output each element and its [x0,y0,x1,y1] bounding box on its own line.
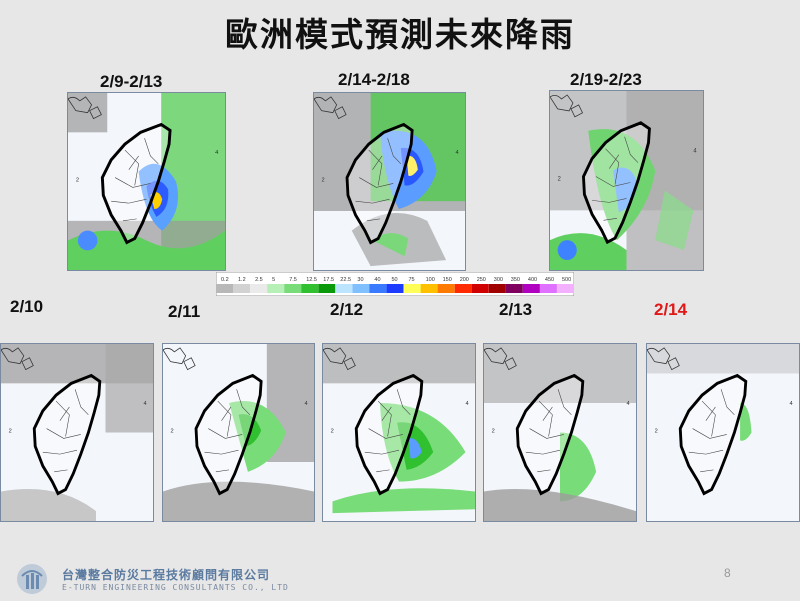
map-label-bottom-5: 2/14 [654,300,688,319]
rainfall-map-top-3: 4 2 [549,90,704,271]
colorbar-tick-label: 150 [443,277,452,283]
colorbar-tick-label: 100 [426,277,435,283]
rainfall-map-svg: 4 2 [163,344,314,521]
colorbar-swatch [386,284,404,293]
colorbar-swatch [522,284,540,293]
rainfall-map-top-2: 4 2 [313,92,466,271]
colorbar-swatch [437,284,455,293]
map-label-bottom-1: 2/10 [10,297,44,316]
rainfall-map-svg: 4 2 [484,344,636,521]
map-label-top-2: 2/14-2/18 [338,70,410,89]
colorbar-tick-label: 22.5 [340,277,351,283]
colorbar-swatch [335,284,353,293]
map-label-bottom-2: 2/11 [168,302,201,321]
colorbar-swatch [284,284,302,293]
map-label-top-1: 2/9-2/13 [100,72,163,91]
svg-text:2: 2 [331,428,334,434]
colorbar-swatch [352,284,370,293]
svg-text:4: 4 [144,401,148,407]
rainfall-colorbar: 0.2 1.2 2.5 5 7.5 12.5 17.5 22.5 30 40 50 75 100 150 2… [215,271,575,297]
company-name-chinese: 台灣整合防災工程技術顧問有限公司 [62,568,271,582]
rainfall-map-svg: 4 2 [68,93,225,270]
colorbar-tick-label: 350 [511,277,520,283]
colorbar-tick-label: 2.5 [255,277,263,283]
colorbar-tick-label: 5 [272,277,275,283]
svg-text:4: 4 [215,150,219,156]
map-label-bottom-3: 2/12 [330,300,364,319]
colorbar-tick-label: 7.5 [289,277,297,283]
colorbar-swatch [403,284,421,293]
colorbar-swatch [471,284,489,293]
colorbar-tick-label: 75 [409,277,415,283]
svg-text:2: 2 [655,428,658,434]
colorbar-swatch [233,284,250,293]
svg-text:4: 4 [693,149,697,155]
svg-text:2: 2 [558,176,561,182]
colorbar-tick-label: 200 [460,277,469,283]
rainfall-map-bottom-1: 4 2 [0,343,154,522]
colorbar-tick-label: 500 [562,277,571,283]
colorbar-tick-label: 12.5 [306,277,317,283]
rainfall-map-svg: 4 2 [647,344,799,521]
svg-text:2: 2 [76,177,79,183]
colorbar-swatch [250,284,268,293]
rainfall-map-svg: 4 2 [323,344,475,521]
colorbar-swatch [488,284,506,293]
colorbar-swatch [557,284,574,293]
colorbar-swatch [267,284,285,293]
rainfall-map-bottom-4: 4 2 [483,343,637,522]
rainfall-map-bottom-2: 4 2 [162,343,315,522]
colorbar-tick-label: 250 [477,277,486,283]
rainfall-map-bottom-5: 4 2 [646,343,800,522]
colorbar-swatch [539,284,557,293]
rainfall-map-svg: 4 2 [550,91,703,270]
svg-text:2: 2 [322,177,325,183]
colorbar-tick-label: 17.5 [323,277,334,283]
map-label-top-3: 2/19-2/23 [570,70,642,89]
rainfall-map-bottom-3: 4 2 [322,343,476,522]
colorbar-swatch [369,284,387,293]
svg-text:2: 2 [492,428,495,434]
svg-text:2: 2 [171,428,174,434]
colorbar-tick-label: 400 [528,277,537,283]
company-name-english: E-TURN ENGINEERING CONSULTANTS CO., LTD [62,583,289,592]
map-label-bottom-4: 2/13 [499,300,533,319]
page-number: 8 [724,566,731,580]
company-logo [14,562,50,596]
rainfall-map-svg: 4 2 [1,344,153,521]
colorbar-swatch [505,284,523,293]
colorbar-tick-label: 0.2 [221,277,229,283]
colorbar-tick-label: 50 [392,277,398,283]
colorbar-tick-label: 1.2 [238,277,246,283]
colorbar-swatch [301,284,319,293]
slide-title: 歐洲模式預測未來降雨 [225,15,575,54]
colorbar-swatch [420,284,438,293]
svg-text:2: 2 [9,428,12,434]
colorbar-tick-label: 40 [374,277,380,283]
rainfall-map-svg: 4 2 [314,93,465,270]
colorbar-swatch [318,284,336,293]
colorbar-swatch [216,284,233,293]
colorbar-tick-label: 300 [494,277,503,283]
rainfall-map-top-1: 4 2 [67,92,226,271]
colorbar-tick-label: 450 [545,277,554,283]
colorbar-tick-label: 30 [357,277,363,283]
svg-text:4: 4 [466,401,470,407]
svg-text:4: 4 [790,401,794,407]
colorbar-swatch [454,284,472,293]
svg-text:4: 4 [456,150,460,156]
svg-text:4: 4 [305,401,309,407]
svg-text:4: 4 [627,401,631,407]
